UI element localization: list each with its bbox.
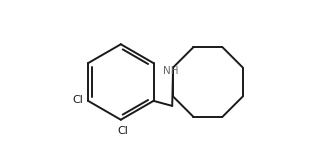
Text: NH: NH bbox=[163, 66, 178, 76]
Text: Cl: Cl bbox=[117, 126, 128, 136]
Text: Cl: Cl bbox=[73, 95, 83, 105]
